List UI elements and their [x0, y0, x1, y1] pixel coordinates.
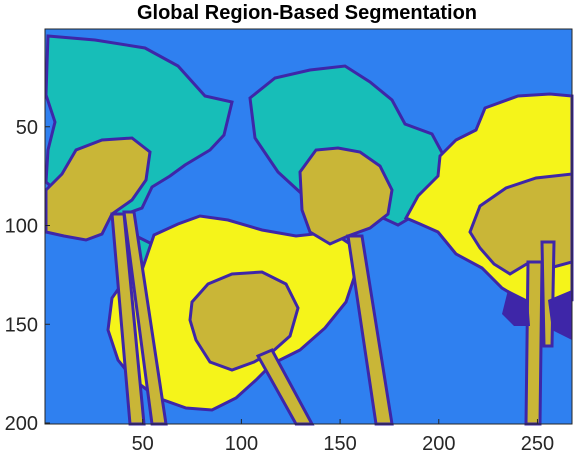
plot-area [44, 28, 574, 426]
x-tick-label: 250 [521, 433, 554, 455]
y-axis: 50 100 150 200 [5, 117, 50, 435]
x-tick-label: 100 [225, 433, 258, 455]
y-tick-label: 100 [5, 216, 38, 238]
x-tick-label: 150 [323, 433, 356, 455]
olive-region-left [44, 136, 152, 242]
x-tick-label: 50 [132, 433, 154, 455]
chart-title: Global Region-Based Segmentation [137, 2, 477, 24]
boundary-blob-2 [548, 290, 572, 340]
olive-region-middle [298, 146, 394, 246]
stem-6 [540, 240, 556, 348]
plot-frame [44, 28, 573, 425]
x-axis: 50 100 150 200 250 [132, 419, 554, 455]
olive-region-center [188, 270, 300, 372]
stem-5 [524, 260, 544, 426]
x-tick-label: 200 [422, 433, 455, 455]
y-tick-label: 150 [5, 314, 38, 336]
y-tick-label: 50 [16, 117, 38, 139]
boundary-blob [502, 290, 530, 326]
y-tick-label: 200 [5, 413, 38, 435]
